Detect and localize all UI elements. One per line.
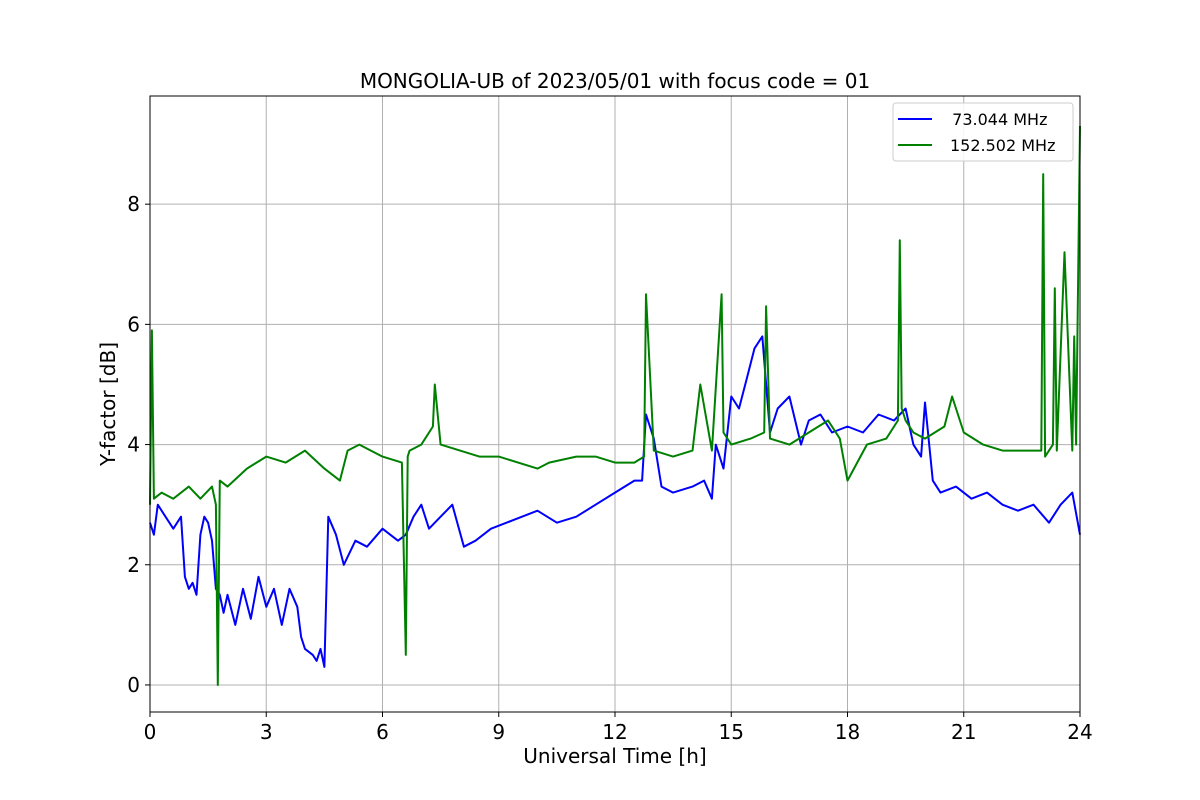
x-tick-label: 15 <box>719 720 744 744</box>
x-tick-label: 6 <box>376 720 389 744</box>
x-tick-label: 9 <box>492 720 505 744</box>
x-tick-label: 0 <box>144 720 157 744</box>
y-tick-label: 6 <box>127 312 140 336</box>
legend-label-series-2: 152.502 MHz <box>950 136 1055 155</box>
y-tick-label: 0 <box>127 673 140 697</box>
x-tick-label: 18 <box>835 720 860 744</box>
x-tick-label: 21 <box>951 720 976 744</box>
plot-series <box>149 125 1081 686</box>
y-tick-label: 2 <box>127 553 140 577</box>
legend: 73.044 MHz 152.502 MHz <box>892 102 1074 162</box>
x-tick-label: 24 <box>1067 720 1092 744</box>
legend-label-series-1: 73.044 MHz <box>942 110 1047 129</box>
x-axis-label: Universal Time [h] <box>523 744 706 768</box>
y-tick-label: 8 <box>127 192 140 216</box>
x-tick-label: 12 <box>602 720 627 744</box>
series-line-1 <box>149 335 1081 668</box>
y-tick-label: 4 <box>127 433 140 457</box>
series-line-2 <box>149 125 1081 686</box>
y-axis-label: Y-factor [dB] <box>96 342 120 467</box>
legend-box <box>892 102 1074 162</box>
x-tick-label: 3 <box>260 720 273 744</box>
chart-title: MONGOLIA-UB of 2023/05/01 with focus cod… <box>360 69 870 93</box>
